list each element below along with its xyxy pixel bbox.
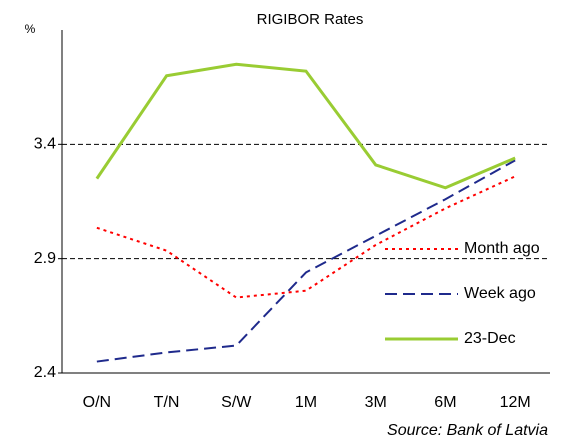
legend-label: 23-Dec — [464, 330, 516, 347]
x-tick-label: 6M — [434, 394, 456, 411]
series-line — [96, 159, 516, 363]
chart-title: RIGIBOR Rates — [257, 11, 364, 28]
x-tick-label: 1M — [295, 394, 317, 411]
y-axis-label: % — [25, 22, 36, 36]
y-tick-label: 3.4 — [34, 136, 56, 153]
x-tick-label: 3M — [365, 394, 387, 411]
y-tick-label: 2.4 — [34, 364, 56, 381]
legend-label: Week ago — [464, 285, 536, 302]
y-tick-label: 2.9 — [34, 250, 56, 267]
legend-label: Month ago — [464, 240, 540, 257]
x-tick-label: O/N — [83, 394, 111, 411]
source-note: Source: Bank of Latvia — [387, 422, 548, 439]
x-tick-label: T/N — [154, 394, 180, 411]
series-line — [95, 62, 516, 190]
x-tick-label: S/W — [221, 394, 252, 411]
x-tick-label: 12M — [500, 394, 531, 411]
